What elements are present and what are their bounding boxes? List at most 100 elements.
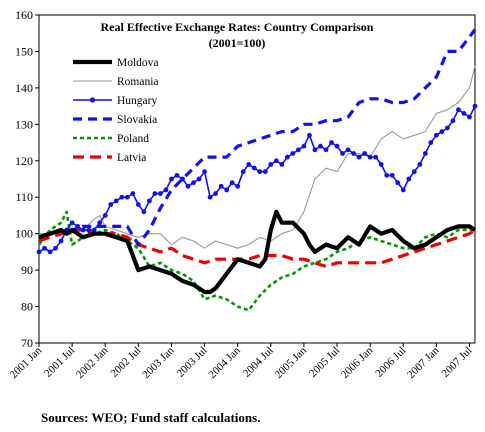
- point-hungary: [246, 162, 252, 167]
- point-hungary: [163, 187, 169, 193]
- point-hungary: [207, 194, 213, 200]
- x-tick-label: 2006 Jul: [373, 345, 408, 380]
- x-tick-label: 2006 Jan: [339, 344, 376, 381]
- legend-label-hungary: Hungary: [117, 95, 157, 107]
- x-tick-label: 2001 Jul: [42, 345, 77, 380]
- legend: Moldova Romania Hungary Slovakia Poland Latvi…: [73, 57, 159, 164]
- point-hungary: [433, 132, 439, 138]
- chart-title-line-2: (2001=100): [209, 36, 266, 50]
- x-tick-label: 2004 Jan: [206, 344, 243, 381]
- y-tick-label: 140: [15, 81, 33, 95]
- point-hungary: [329, 140, 334, 145]
- point-hungary: [113, 198, 119, 204]
- x-tick-label: 2002 Jan: [74, 344, 111, 381]
- series-layer: [36, 28, 478, 312]
- y-tick-label: 120: [15, 154, 33, 168]
- point-hungary: [135, 202, 141, 207]
- legend-marker-hungary: [89, 97, 96, 103]
- point-hungary: [251, 165, 257, 171]
- point-hungary: [389, 172, 395, 178]
- y-tick-label: 160: [15, 8, 33, 22]
- point-hungary: [461, 111, 467, 116]
- series-line-romania: [39, 65, 476, 249]
- y-axis: 70 80 90 100 110 120 130 140 150 160: [15, 8, 39, 350]
- point-hungary: [279, 162, 285, 167]
- point-hungary: [445, 125, 450, 131]
- point-hungary: [340, 151, 345, 156]
- point-hungary: [42, 245, 47, 251]
- x-tick-label: 2005 Jan: [273, 344, 310, 381]
- point-hungary: [334, 143, 340, 149]
- point-hungary: [124, 194, 130, 200]
- point-hungary: [130, 191, 136, 196]
- x-tick-label: 2002 Jul: [108, 345, 143, 380]
- series-line-latvia: [38, 228, 476, 269]
- point-hungary: [240, 169, 246, 175]
- point-hungary: [213, 191, 219, 196]
- legend-label-poland: Poland: [117, 133, 149, 145]
- point-hungary: [69, 220, 75, 226]
- point-hungary: [218, 183, 224, 189]
- point-hungary: [428, 140, 434, 145]
- plot-area: [38, 14, 476, 344]
- point-hungary: [262, 169, 268, 175]
- x-tick-label: 2007 Jul: [440, 345, 475, 380]
- point-hungary: [284, 154, 290, 160]
- legend-label-latvia: Latvia: [117, 152, 146, 164]
- point-hungary: [290, 151, 296, 156]
- point-hungary: [257, 169, 263, 175]
- x-tick-label: 2007 Jan: [405, 344, 442, 381]
- point-hungary: [362, 151, 368, 156]
- point-hungary: [351, 151, 356, 156]
- point-hungary: [395, 180, 401, 186]
- y-tick-label: 90: [21, 263, 33, 277]
- point-hungary: [58, 238, 64, 244]
- point-hungary: [108, 202, 114, 207]
- point-hungary: [224, 187, 230, 193]
- y-tick-label: 70: [21, 336, 33, 350]
- legend-label-moldova: Moldova: [117, 57, 159, 69]
- point-hungary: [307, 132, 312, 138]
- point-hungary: [345, 147, 351, 153]
- point-hungary: [174, 172, 180, 178]
- point-hungary: [53, 245, 58, 251]
- series-line-slovakia: [38, 28, 477, 247]
- point-hungary: [91, 227, 97, 233]
- point-hungary: [406, 176, 412, 182]
- point-hungary: [97, 220, 103, 226]
- point-hungary: [196, 176, 202, 182]
- chart-title-line-1: Real Effective Exchange Rates: Country C…: [101, 20, 374, 34]
- point-hungary: [152, 191, 158, 196]
- point-hungary: [169, 176, 174, 182]
- point-hungary: [323, 147, 329, 153]
- point-hungary: [86, 227, 92, 233]
- point-hungary: [47, 249, 53, 255]
- point-hungary: [273, 158, 279, 164]
- point-hungary: [202, 169, 207, 175]
- point-hungary: [141, 209, 147, 215]
- y-tick-label: 110: [15, 190, 33, 204]
- point-hungary: [439, 129, 445, 135]
- point-hungary: [384, 172, 390, 178]
- point-hungary: [119, 194, 125, 200]
- y-tick-label: 100: [15, 227, 33, 241]
- y-tick-label: 80: [21, 300, 33, 314]
- point-hungary: [472, 103, 478, 109]
- point-hungary: [312, 147, 318, 153]
- y-tick-label: 130: [15, 117, 33, 131]
- point-hungary: [185, 183, 191, 189]
- point-hungary: [146, 198, 152, 204]
- point-hungary: [467, 114, 472, 120]
- point-hungary: [417, 162, 423, 167]
- point-hungary: [180, 176, 185, 182]
- x-tick-label: 2005 Jul: [307, 345, 342, 380]
- y-tick-label: 150: [15, 44, 33, 58]
- point-hungary: [356, 154, 362, 160]
- point-hungary: [456, 107, 461, 113]
- point-hungary: [295, 147, 301, 153]
- point-hungary: [191, 180, 196, 186]
- source-note: Sources: WEO; Fund staff calculations.: [41, 410, 261, 425]
- point-hungary: [301, 143, 307, 149]
